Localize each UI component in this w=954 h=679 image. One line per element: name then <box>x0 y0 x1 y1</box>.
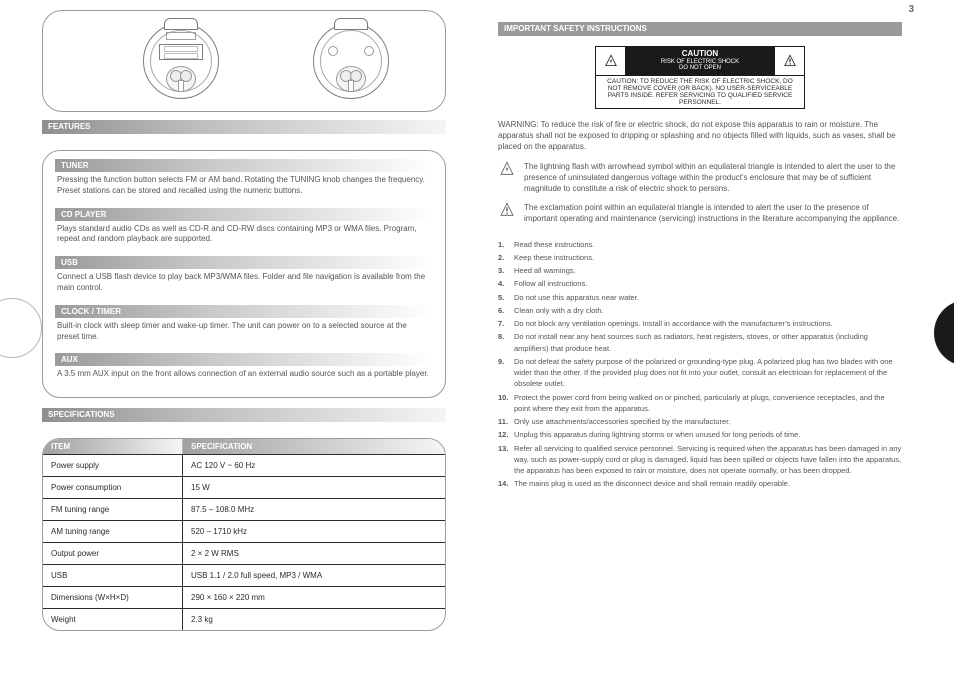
feature-title: AUX <box>55 353 433 366</box>
spec-col-header: SPECIFICATION <box>183 439 445 454</box>
list-item: Do not use this apparatus near water. <box>498 292 902 303</box>
caution-word: CAUTION <box>628 50 772 59</box>
table-row: Weight2.3 kg <box>43 608 445 630</box>
list-item: The mains plug is used as the disconnect… <box>498 478 902 489</box>
list-item: Do not block any ventilation openings. I… <box>498 318 902 329</box>
list-item: Heed all warnings. <box>498 265 902 276</box>
table-row: Power supplyAC 120 V ~ 60 Hz <box>43 454 445 476</box>
specs-table: ITEM SPECIFICATION Power supplyAC 120 V … <box>42 438 446 631</box>
list-item: Unplug this apparatus during lightning s… <box>498 429 902 440</box>
list-item: Follow all instructions. <box>498 278 902 289</box>
rear-connector-left <box>143 23 219 99</box>
rear-connector-right <box>313 23 389 99</box>
list-item: Only use attachments/accessories specifi… <box>498 416 902 427</box>
table-row: AM tuning range520 – 1710 kHz <box>43 520 445 542</box>
features-box: TUNER Pressing the function button selec… <box>42 150 446 398</box>
product-rear-illustration <box>42 10 446 112</box>
list-item: Clean only with a dry cloth. <box>498 305 902 316</box>
spec-col-header: ITEM <box>43 439 183 454</box>
warning-paragraph: WARNING: To reduce the risk of fire or e… <box>498 119 902 153</box>
table-row: USBUSB 1.1 / 2.0 full speed, MP3 / WMA <box>43 564 445 586</box>
caution-label: CAUTION RISK OF ELECTRIC SHOCK DO NOT OP… <box>595 46 805 109</box>
thumb-tab <box>934 300 954 366</box>
feature-body: Pressing the function button selects FM … <box>55 172 433 200</box>
features-heading: FEATURES <box>42 120 446 134</box>
list-item: Refer all servicing to qualified service… <box>498 443 902 477</box>
feature-title: TUNER <box>55 159 433 172</box>
list-item: Do not install near any heat sources suc… <box>498 331 902 354</box>
feature-body: Connect a USB flash device to play back … <box>55 269 433 297</box>
caution-sub: RISK OF ELECTRIC SHOCK DO NOT OPEN <box>628 59 772 72</box>
edge-circle <box>0 298 42 358</box>
feature-body: Plays standard audio CDs as well as CD-R… <box>55 221 433 249</box>
table-row: Power consumption15 W <box>43 476 445 498</box>
specs-heading: SPECIFICATIONS <box>42 408 446 422</box>
symbol-explanation: The exclamation point within an equilate… <box>498 202 902 224</box>
feature-body: Built-in clock with sleep timer and wake… <box>55 318 433 346</box>
feature-title: USB <box>55 256 433 269</box>
table-row: FM tuning range87.5 – 108.0 MHz <box>43 498 445 520</box>
lightning-icon <box>498 161 516 195</box>
symbol-explanation: The lightning flash with arrowhead symbo… <box>498 161 902 195</box>
exclamation-icon <box>498 202 516 224</box>
symbol-text: The lightning flash with arrowhead symbo… <box>524 161 902 195</box>
table-row: Output power2 × 2 W RMS <box>43 542 445 564</box>
feature-title: CD PLAYER <box>55 208 433 221</box>
feature-body: A 3.5 mm AUX input on the front allows c… <box>55 366 433 383</box>
safety-instruction-list: Read these instructions. Keep these inst… <box>498 239 902 490</box>
list-item: Protect the power cord from being walked… <box>498 392 902 415</box>
page-number: 3 <box>908 4 914 15</box>
caution-bottom-text: CAUTION: TO REDUCE THE RISK OF ELECTRIC … <box>596 75 804 108</box>
symbol-text: The exclamation point within an equilate… <box>524 202 902 224</box>
lightning-icon <box>596 47 626 75</box>
safety-heading: IMPORTANT SAFETY INSTRUCTIONS <box>498 22 902 36</box>
feature-title: CLOCK / TIMER <box>55 305 433 318</box>
list-item: Do not defeat the safety purpose of the … <box>498 356 902 390</box>
exclamation-icon <box>774 47 804 75</box>
table-row: Dimensions (W×H×D)290 × 160 × 220 mm <box>43 586 445 608</box>
list-item: Read these instructions. <box>498 239 902 250</box>
list-item: Keep these instructions. <box>498 252 902 263</box>
